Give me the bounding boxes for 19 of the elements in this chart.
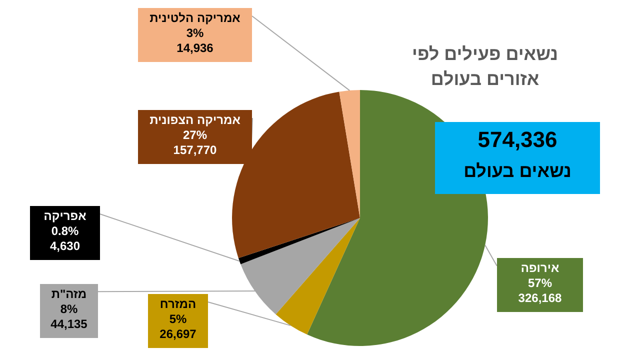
slice-label: אפריקה: [42, 209, 88, 224]
pie-slice: [276, 218, 360, 335]
slice-label: אירופה: [520, 261, 560, 276]
slice-label: המזרח: [158, 297, 198, 312]
pie-slice: [240, 218, 360, 314]
text: נשאים בעולם: [462, 160, 572, 183]
data-label: 5% 26,697: [158, 312, 198, 342]
text: נשאים פעילים לפי אזורים בעולם: [411, 43, 559, 91]
data-label: 57% 326,168: [517, 276, 563, 306]
text: 574,336: [476, 126, 558, 154]
pie-slice: [339, 90, 360, 218]
data-label: 27% 157,770: [172, 128, 218, 158]
data-label: 8% 44,135: [50, 302, 88, 332]
data-label: 0.8% 4,630: [48, 224, 82, 254]
slice-label: מזה"ת: [50, 287, 88, 302]
slice-label: אמריקה הלטינית: [148, 11, 242, 26]
slice-label: אמריקה הצפונית: [148, 113, 242, 128]
pie-slice: [238, 218, 360, 264]
data-label: 3% 14,936: [176, 26, 214, 56]
